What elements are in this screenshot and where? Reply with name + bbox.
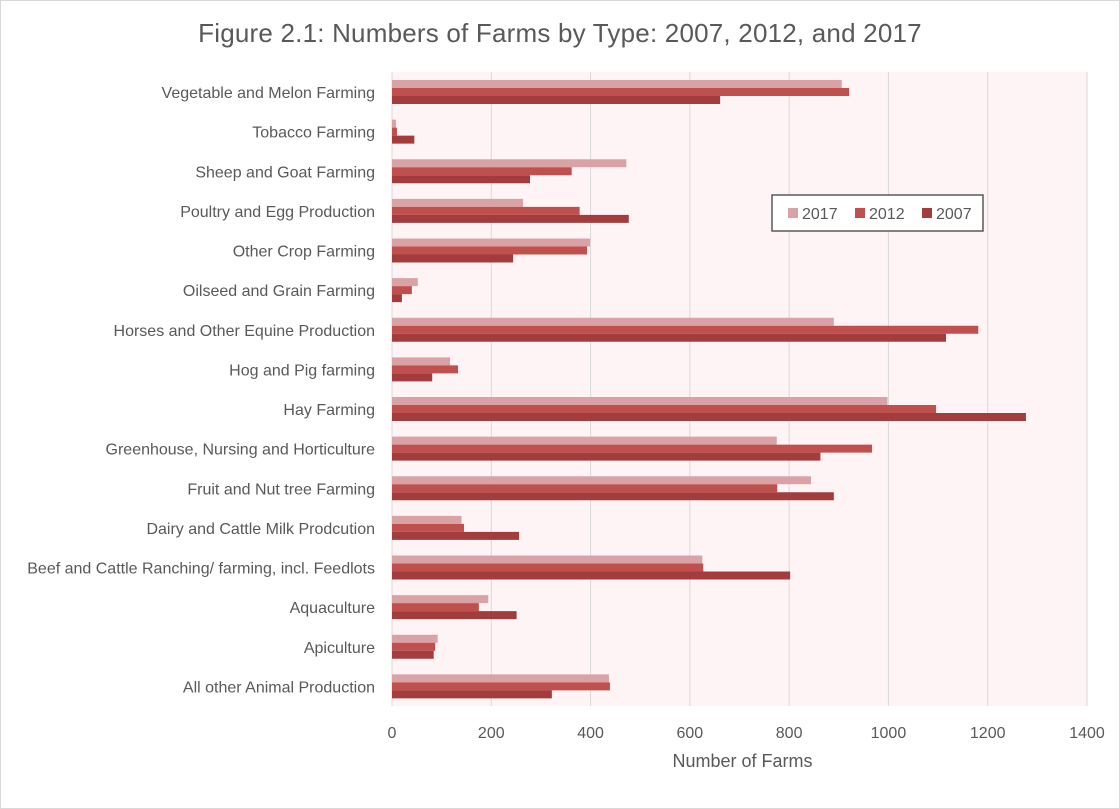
- category-label-fruit-and-nut-tree-farming: Fruit and Nut tree Farming: [187, 481, 375, 498]
- bar-aquaculture-2012: [392, 603, 479, 612]
- x-tick-1000: 1000: [871, 725, 907, 742]
- bar-hay-farming-2012: [392, 405, 937, 413]
- bar-vegetable-and-melon-farming-2017: [392, 80, 842, 88]
- bar-tobacco-farming-2007: [392, 135, 415, 144]
- bar-poultry-and-egg-production-2007: [392, 214, 629, 223]
- bar-beef-and-cattle-ranching-farming-incl-feedlots-2017: [392, 555, 703, 564]
- bar-apiculture-2012: [392, 642, 436, 651]
- x-axis-label: Number of Farms: [672, 751, 812, 771]
- bar-horses-and-other-equine-production-2012: [392, 325, 979, 334]
- bar-all-other-animal-production-2012: [392, 682, 610, 691]
- bar-horses-and-other-equine-production-2017: [392, 317, 834, 326]
- bar-apiculture-2017: [392, 634, 438, 643]
- category-label-hog-and-pig-farming: Hog and Pig farming: [229, 362, 375, 379]
- bar-dairy-and-cattle-milk-prodcution-2012: [392, 523, 464, 532]
- legend-label-2012: 2012: [869, 206, 905, 223]
- bar-beef-and-cattle-ranching-farming-incl-feedlots-2012: [392, 563, 704, 572]
- bar-vegetable-and-melon-farming-2007: [392, 96, 721, 104]
- bar-horses-and-other-equine-production-2007: [392, 333, 947, 342]
- bar-sheep-and-goat-farming-2012: [392, 167, 572, 176]
- category-label-poultry-and-egg-production: Poultry and Egg Production: [180, 204, 375, 221]
- legend-label-2017: 2017: [802, 206, 838, 223]
- bar-dairy-and-cattle-milk-prodcution-2017: [392, 515, 462, 524]
- bar-fruit-and-nut-tree-farming-2007: [392, 492, 834, 501]
- category-label-beef-and-cattle-ranching-farming-incl-feedlots: Beef and Cattle Ranching/ farming, incl.…: [27, 561, 375, 578]
- x-tick-200: 200: [478, 725, 505, 742]
- chart-title: Figure 2.1: Numbers of Farms by Type: 20…: [198, 18, 922, 48]
- category-label-other-crop-farming: Other Crop Farming: [233, 244, 375, 261]
- x-tick-1200: 1200: [970, 725, 1006, 742]
- legend-swatch-2012: [855, 208, 865, 218]
- legend-swatch-2017: [788, 208, 798, 218]
- x-tick-400: 400: [577, 725, 604, 742]
- bar-hog-and-pig-farming-2017: [392, 357, 451, 366]
- bar-beef-and-cattle-ranching-farming-incl-feedlots-2007: [392, 571, 791, 580]
- category-label-sheep-and-goat-farming: Sheep and Goat Farming: [195, 164, 375, 181]
- legend-label-2007: 2007: [936, 206, 972, 223]
- bar-hay-farming-2017: [392, 397, 888, 405]
- bar-hog-and-pig-farming-2007: [392, 373, 433, 382]
- bar-greenhouse-nursing-and-horticulture-2007: [392, 452, 821, 461]
- category-label-horses-and-other-equine-production: Horses and Other Equine Production: [114, 323, 375, 340]
- bar-poultry-and-egg-production-2012: [392, 206, 580, 215]
- x-tick-0: 0: [388, 725, 397, 742]
- bar-poultry-and-egg-production-2017: [392, 198, 524, 207]
- bar-all-other-animal-production-2007: [392, 690, 552, 699]
- legend: 2017 2012 2007: [771, 194, 984, 232]
- bar-all-other-animal-production-2017: [392, 674, 609, 683]
- bar-apiculture-2007: [392, 650, 434, 659]
- category-label-apiculture: Apiculture: [304, 640, 375, 657]
- bar-oilseed-and-grain-farming-2017: [392, 278, 418, 287]
- bar-other-crop-farming-2017: [392, 238, 591, 247]
- bar-greenhouse-nursing-and-horticulture-2017: [392, 436, 777, 445]
- x-tick-labels: 0 200 400 600 800 1000 1200 1400: [388, 725, 1105, 742]
- bar-sheep-and-goat-farming-2017: [392, 159, 627, 168]
- bar-sheep-and-goat-farming-2007: [392, 175, 531, 184]
- category-label-vegetable-and-melon-farming: Vegetable and Melon Farming: [162, 85, 375, 102]
- bar-greenhouse-nursing-and-horticulture-2012: [392, 444, 873, 453]
- legend-box: [771, 194, 984, 232]
- bar-hay-farming-2007: [392, 413, 1026, 421]
- category-label-all-other-animal-production: All other Animal Production: [183, 679, 375, 696]
- category-label-hay-farming: Hay Farming: [283, 402, 375, 419]
- category-label-dairy-and-cattle-milk-prodcution: Dairy and Cattle Milk Prodcution: [146, 521, 375, 538]
- bar-other-crop-farming-2012: [392, 246, 588, 255]
- bar-oilseed-and-grain-farming-2007: [392, 294, 402, 303]
- x-tick-600: 600: [677, 725, 704, 742]
- category-label-oilseed-and-grain-farming: Oilseed and Grain Farming: [183, 283, 375, 300]
- bar-fruit-and-nut-tree-farming-2012: [392, 484, 778, 493]
- bar-fruit-and-nut-tree-farming-2017: [392, 476, 811, 485]
- x-tick-1400: 1400: [1069, 725, 1105, 742]
- legend-swatch-2007: [922, 208, 932, 218]
- bar-oilseed-and-grain-farming-2012: [392, 286, 412, 295]
- bar-vegetable-and-melon-farming-2012: [392, 88, 850, 96]
- bar-tobacco-farming-2012: [392, 127, 397, 136]
- bar-other-crop-farming-2007: [392, 254, 514, 263]
- bar-hog-and-pig-farming-2012: [392, 365, 459, 374]
- bar-dairy-and-cattle-milk-prodcution-2007: [392, 531, 520, 540]
- bar-aquaculture-2007: [392, 611, 517, 620]
- bar-tobacco-farming-2017: [392, 119, 396, 128]
- category-label-aquaculture: Aquaculture: [290, 600, 375, 617]
- bar-aquaculture-2017: [392, 595, 489, 604]
- category-label-greenhouse-nursing-and-horticulture: Greenhouse, Nursing and Horticulture: [106, 442, 376, 459]
- x-tick-800: 800: [776, 725, 803, 742]
- bars: [392, 80, 1026, 699]
- category-label-tobacco-farming: Tobacco Farming: [252, 125, 375, 142]
- category-labels: Vegetable and Melon Farming Tobacco Farmi…: [27, 85, 375, 696]
